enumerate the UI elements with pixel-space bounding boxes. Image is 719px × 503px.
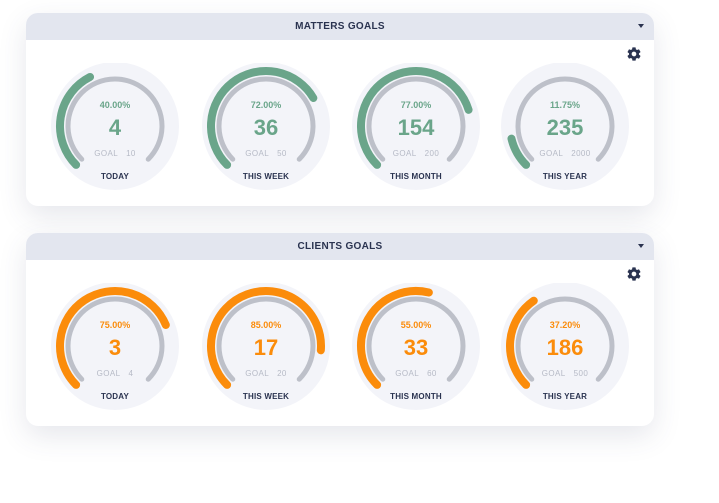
gauge-percent: 85.00% bbox=[250, 320, 282, 330]
gauge-track bbox=[515, 296, 615, 382]
gauge-value: 4 bbox=[108, 115, 122, 140]
gauge-period-label: TODAY bbox=[100, 392, 130, 401]
gauge-progress-arc bbox=[207, 287, 325, 389]
gauge-percent: 11.75% bbox=[549, 100, 581, 110]
gauge-goal: GOAL 10 bbox=[50, 149, 180, 158]
gauge-goal-value: 200 bbox=[424, 149, 440, 158]
gauge-period-label: TODAY bbox=[100, 172, 130, 181]
gauge-period-label: THIS MONTH bbox=[390, 172, 442, 181]
matters-goals-panel: MATTERS GOALS 40.00% 4 GOAL 10 TODAY 72.0… bbox=[26, 13, 654, 206]
gauge-goal-label: GOAL bbox=[541, 369, 566, 378]
gauge-goal-value: 2000 bbox=[571, 149, 591, 158]
gauge-goal: GOAL 20 bbox=[201, 369, 331, 378]
gauge-ring bbox=[352, 283, 480, 410]
gauge-progress-arc bbox=[56, 287, 170, 389]
caret-down-icon[interactable] bbox=[638, 24, 644, 28]
gauge-value: 235 bbox=[546, 115, 584, 140]
gauge-ring bbox=[51, 63, 179, 190]
gauge-progress-arc bbox=[56, 72, 95, 169]
gauge-progress-arc bbox=[507, 134, 531, 169]
gauge-goal-value: 500 bbox=[573, 369, 589, 378]
gauge-ring bbox=[501, 63, 629, 190]
clients-goals-panel: CLIENTS GOALS 75.00% 3 GOAL 4 TODAY 85.00… bbox=[26, 233, 654, 426]
clients-gauge-this-month: 55.00% 33 GOAL 60 THIS MONTH bbox=[351, 283, 487, 419]
caret-down-icon[interactable] bbox=[638, 244, 644, 248]
clients-goals-title: CLIENTS GOALS bbox=[297, 241, 383, 252]
gauge-percent: 37.20% bbox=[549, 320, 581, 330]
gauge-goal-value: 50 bbox=[277, 149, 287, 158]
gauge-progress-arc bbox=[357, 67, 473, 169]
clients-gauges: 75.00% 3 GOAL 4 TODAY 85.00% 17 GOAL 20 TH… bbox=[26, 283, 654, 423]
gauge-goal-label: GOAL bbox=[94, 149, 119, 158]
gauge-ring bbox=[352, 63, 480, 190]
gauge-track bbox=[216, 76, 316, 162]
matters-gauge-this-year: 11.75% 235 GOAL 2000 THIS YEAR bbox=[500, 63, 636, 199]
gauge-value: 36 bbox=[253, 115, 279, 140]
gauge-goal-value: 20 bbox=[277, 369, 287, 378]
clients-goals-header[interactable]: CLIENTS GOALS bbox=[26, 233, 654, 260]
clients-gauge-this-year: 37.20% 186 GOAL 500 THIS YEAR bbox=[500, 283, 636, 419]
gauge-percent: 72.00% bbox=[250, 100, 282, 110]
gauge-goal: GOAL 60 bbox=[351, 369, 481, 378]
gauge-track bbox=[515, 76, 615, 162]
gear-icon[interactable] bbox=[626, 46, 642, 62]
gauge-track bbox=[216, 296, 316, 382]
gauge-ring bbox=[202, 283, 330, 410]
gauge-track bbox=[366, 296, 466, 382]
gauge-goal-label: GOAL bbox=[539, 149, 564, 158]
gauge-ring bbox=[51, 283, 179, 410]
gauge-period-label: THIS MONTH bbox=[390, 392, 442, 401]
gauge-period-label: THIS YEAR bbox=[542, 172, 588, 181]
gauge-period-label: THIS YEAR bbox=[542, 392, 588, 401]
gauge-track bbox=[65, 76, 165, 162]
gauge-percent: 75.00% bbox=[99, 320, 131, 330]
gauge-goal: GOAL 4 bbox=[50, 369, 180, 378]
gauge-goal: GOAL 2000 bbox=[500, 149, 630, 158]
gauge-progress-arc bbox=[506, 296, 538, 389]
gauge-progress-arc bbox=[207, 67, 318, 169]
gauge-percent: 55.00% bbox=[400, 320, 432, 330]
matters-gauge-this-month: 77.00% 154 GOAL 200 THIS MONTH bbox=[351, 63, 487, 199]
gauge-goal: GOAL 200 bbox=[351, 149, 481, 158]
gauge-goal: GOAL 50 bbox=[201, 149, 331, 158]
gauge-goal-label: GOAL bbox=[96, 369, 121, 378]
gauge-value: 33 bbox=[403, 335, 429, 360]
gauge-goal-label: GOAL bbox=[245, 369, 270, 378]
gauge-goal-value: 4 bbox=[128, 369, 134, 378]
gauge-ring bbox=[202, 63, 330, 190]
gear-icon[interactable] bbox=[626, 266, 642, 282]
gauge-period-label: THIS WEEK bbox=[242, 392, 290, 401]
gauge-value: 154 bbox=[397, 115, 435, 140]
gauge-percent: 40.00% bbox=[99, 100, 131, 110]
clients-gauge-this-week: 85.00% 17 GOAL 20 THIS WEEK bbox=[201, 283, 337, 419]
matters-goals-header[interactable]: MATTERS GOALS bbox=[26, 13, 654, 40]
gauge-ring bbox=[501, 283, 629, 410]
gauge-goal-label: GOAL bbox=[392, 149, 417, 158]
clients-gauge-today: 75.00% 3 GOAL 4 TODAY bbox=[50, 283, 186, 419]
matters-gauge-this-week: 72.00% 36 GOAL 50 THIS WEEK bbox=[201, 63, 337, 199]
gauge-progress-arc bbox=[357, 287, 433, 389]
matters-gauges: 40.00% 4 GOAL 10 TODAY 72.00% 36 GOAL 50 T… bbox=[26, 63, 654, 203]
gauge-goal-value: 60 bbox=[427, 369, 437, 378]
gauge-value: 3 bbox=[108, 335, 122, 360]
matters-gauge-today: 40.00% 4 GOAL 10 TODAY bbox=[50, 63, 186, 199]
gauge-track bbox=[366, 76, 466, 162]
gauge-track bbox=[65, 296, 165, 382]
gauge-goal: GOAL 500 bbox=[500, 369, 630, 378]
gauge-value: 17 bbox=[253, 335, 279, 360]
gauge-percent: 77.00% bbox=[400, 100, 432, 110]
gauge-value: 186 bbox=[546, 335, 584, 360]
gauge-goal-value: 10 bbox=[126, 149, 136, 158]
matters-goals-title: MATTERS GOALS bbox=[295, 21, 385, 32]
gauge-period-label: THIS WEEK bbox=[242, 172, 290, 181]
gauge-goal-label: GOAL bbox=[245, 149, 270, 158]
gauge-goal-label: GOAL bbox=[395, 369, 420, 378]
